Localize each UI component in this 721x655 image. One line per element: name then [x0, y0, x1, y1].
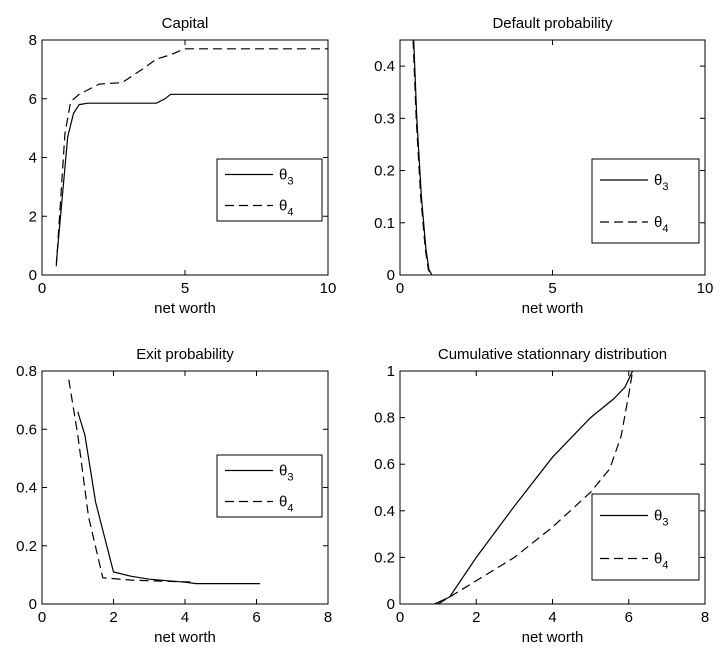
y-tick-label: 0.6: [16, 421, 37, 438]
x-axis-label: net worth: [522, 629, 584, 646]
x-tick-label: 6: [625, 609, 633, 626]
series-line-theta4: [437, 371, 634, 604]
chart-title: Exit probability: [136, 346, 234, 363]
chart-title: Cumulative stationnary distribution: [438, 346, 667, 363]
x-tick-label: 6: [252, 609, 260, 626]
y-tick-label: 6: [29, 91, 37, 108]
x-axis-label: net worth: [522, 300, 584, 317]
series-line-theta3: [55, 93, 328, 264]
y-tick-label: 0.2: [374, 549, 395, 566]
legend-box: [216, 158, 323, 222]
y-tick-label: 0.4: [374, 503, 395, 520]
x-axis-label: net worth: [154, 300, 216, 317]
y-tick-label: 2: [29, 208, 37, 225]
x-tick-label: 0: [396, 280, 404, 297]
subplot-2: Default probability 0 5 10 0 0.1 0.2 0.3 0.4 net …: [374, 15, 713, 317]
series-line-theta3: [434, 371, 634, 604]
x-tick-label: 10: [320, 280, 337, 297]
series-line-theta4: [412, 40, 432, 275]
y-tick-label: 0.6: [374, 456, 395, 473]
y-tick-label: 0.2: [374, 163, 395, 180]
x-tick-label: 2: [109, 609, 117, 626]
x-tick-label: 8: [701, 609, 709, 626]
legend-box: [591, 158, 700, 244]
x-tick-label: 2: [472, 609, 480, 626]
y-tick-label: 4: [29, 150, 37, 167]
y-tick-label: 0: [387, 267, 395, 284]
y-tick-label: 0: [29, 596, 37, 613]
x-tick-label: 4: [548, 609, 556, 626]
y-tick-label: 0.3: [374, 110, 395, 127]
subplot-4: Cumulative stationnary distribution 0 2 4 6 8…: [374, 346, 709, 646]
series-line-theta3: [413, 40, 433, 275]
x-tick-label: 5: [548, 280, 556, 297]
y-tick-label: 0.4: [374, 58, 395, 75]
legend-box: [591, 493, 700, 581]
y-tick-label: 0.8: [374, 410, 395, 427]
x-tick-label: 0: [38, 280, 46, 297]
x-tick-label: 0: [396, 609, 404, 626]
x-tick-label: 8: [324, 609, 332, 626]
plot-frame: [41, 39, 329, 276]
y-tick-label: 0.4: [16, 480, 37, 497]
x-axis-label: net worth: [154, 629, 216, 646]
chart-title: Capital: [162, 15, 209, 32]
x-tick-label: 10: [697, 280, 714, 297]
y-tick-label: 8: [29, 32, 37, 49]
subplot-3: Exit probability 0 2 4 6 8 0 0.2 0.4 0.6 0.8 net wo…: [16, 346, 332, 646]
y-tick-label: 0: [387, 596, 395, 613]
y-tick-label: 0.1: [374, 215, 395, 232]
legend-box: [216, 454, 323, 518]
y-tick-label: 0.2: [16, 538, 37, 555]
x-tick-label: 0: [38, 609, 46, 626]
y-tick-label: 0: [29, 267, 37, 284]
chart-title: Default probability: [492, 15, 613, 32]
x-tick-label: 5: [181, 280, 189, 297]
series-line-theta4: [55, 48, 328, 267]
series-line-theta3: [77, 411, 261, 585]
y-tick-label: 1: [387, 363, 395, 380]
series-line-theta4: [68, 379, 196, 583]
y-tick-label: 0.8: [16, 363, 37, 380]
x-tick-label: 4: [181, 609, 189, 626]
